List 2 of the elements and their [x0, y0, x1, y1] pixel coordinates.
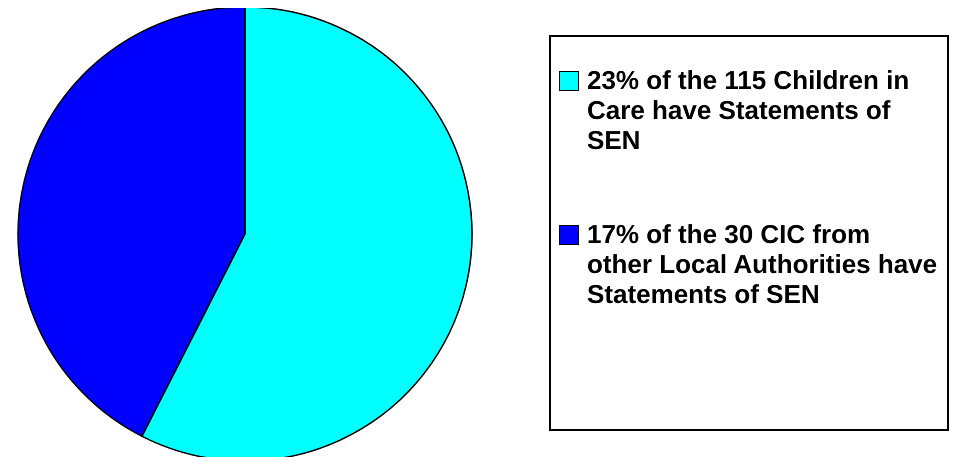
- legend-label: 23% of the 115 Children in Care have Statements of SEN: [587, 64, 910, 154]
- legend-label: 17% of the 30 CIC from other Local Authorities have Statements of SEN: [587, 218, 938, 308]
